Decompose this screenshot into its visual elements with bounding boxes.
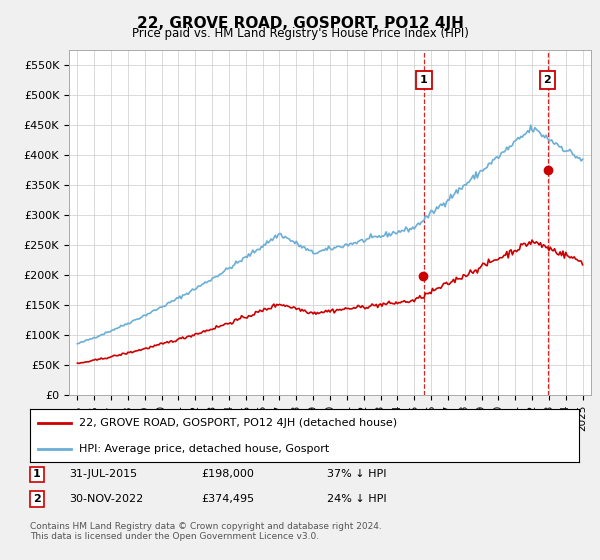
Text: 2: 2 [33, 494, 41, 504]
Text: 22, GROVE ROAD, GOSPORT, PO12 4JH (detached house): 22, GROVE ROAD, GOSPORT, PO12 4JH (detac… [79, 418, 398, 428]
Text: Contains HM Land Registry data © Crown copyright and database right 2024.
This d: Contains HM Land Registry data © Crown c… [30, 522, 382, 542]
Text: 1: 1 [420, 74, 428, 85]
Text: 2: 2 [544, 74, 551, 85]
Text: Price paid vs. HM Land Registry's House Price Index (HPI): Price paid vs. HM Land Registry's House … [131, 27, 469, 40]
Text: £374,495: £374,495 [201, 494, 254, 504]
Text: 24% ↓ HPI: 24% ↓ HPI [327, 494, 386, 504]
Text: 22, GROVE ROAD, GOSPORT, PO12 4JH: 22, GROVE ROAD, GOSPORT, PO12 4JH [137, 16, 463, 31]
Text: £198,000: £198,000 [201, 469, 254, 479]
Text: HPI: Average price, detached house, Gosport: HPI: Average price, detached house, Gosp… [79, 444, 329, 454]
Text: 1: 1 [33, 469, 41, 479]
Text: 30-NOV-2022: 30-NOV-2022 [69, 494, 143, 504]
Text: 37% ↓ HPI: 37% ↓ HPI [327, 469, 386, 479]
Text: 31-JUL-2015: 31-JUL-2015 [69, 469, 137, 479]
